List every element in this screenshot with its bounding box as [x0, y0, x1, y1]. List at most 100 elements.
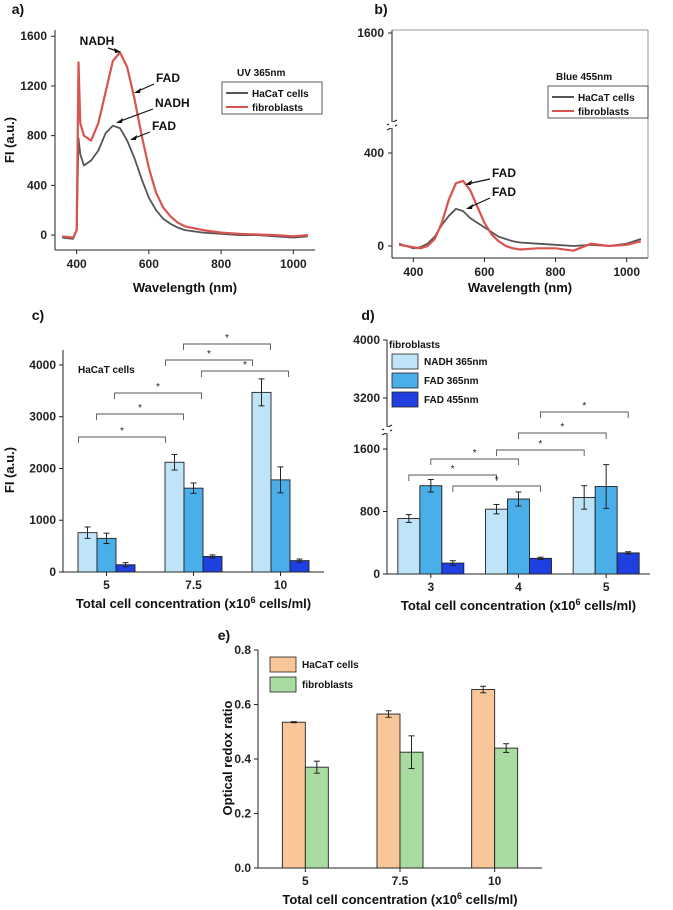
significance-star: *: [451, 464, 455, 475]
significance-star: *: [207, 349, 211, 360]
bar: [485, 508, 508, 575]
series-line-hacat-cells: [398, 207, 642, 250]
legend-entry: FAD 365nm: [424, 376, 479, 387]
x-axis-label: Total cell concentration (x106 cells/ml): [401, 597, 636, 613]
x-axis-label-text: cells/ml): [580, 598, 636, 613]
y-tick-label: 0.0: [234, 861, 251, 875]
y-tick-label: 4000: [29, 358, 56, 372]
axis-break-gap: [389, 122, 395, 128]
x-tick-label: 10: [488, 874, 502, 888]
significance-bracket: [201, 370, 289, 377]
bar: [251, 391, 272, 573]
annotation-arrowhead: [134, 88, 141, 93]
y-tick-label: 1600: [20, 29, 47, 43]
x-tick-label: 4: [515, 580, 522, 594]
series-line-fibroblasts: [398, 179, 642, 252]
x-axis-label-text: Total cell concentration (x10: [401, 598, 576, 613]
x-tick-label: 1000: [613, 265, 640, 279]
significance-bracket: [165, 359, 253, 366]
legend-entry: FAD 455nm: [424, 395, 479, 406]
x-axis-label-superscript: 6: [575, 597, 580, 607]
legend-box: [221, 81, 323, 115]
x-axis-label-text: cells/ml): [462, 892, 518, 907]
significance-star: *: [473, 448, 477, 459]
x-axis-label: Total cell concentration (x106 cells/ml): [76, 595, 311, 611]
significance-bracket: [518, 432, 607, 439]
bar: [304, 766, 329, 869]
y-tick-label: 0: [49, 565, 56, 579]
legend-swatch: [391, 372, 419, 389]
significance-star: *: [225, 333, 229, 344]
significance-bracket: [114, 392, 202, 399]
legend-title: Blue 455nm: [556, 72, 612, 83]
annotation-arrowhead: [114, 48, 121, 53]
panel-label: c): [32, 307, 44, 323]
bar: [270, 479, 291, 573]
annotation-arrowhead: [116, 118, 123, 123]
y-tick-label: 0.2: [234, 807, 251, 821]
x-axis-label-text: Total cell concentration (x10: [282, 892, 457, 907]
annotation-fad: FAD: [492, 185, 516, 199]
y-axis-label: FI (a.u.): [2, 447, 17, 493]
significance-bracket: [78, 436, 166, 443]
significance-star: *: [560, 422, 564, 433]
significance-star: *: [582, 401, 586, 412]
y-tick-label: 3000: [29, 410, 56, 424]
bar: [419, 485, 443, 575]
legend-entry: HaCaT cells: [578, 93, 635, 104]
annotation-nadh: NADH: [155, 96, 190, 110]
x-axis-label-superscript: 6: [250, 595, 255, 605]
legend-entry: NADH 365nm: [424, 357, 487, 368]
significance-bracket: [452, 485, 541, 492]
x-tick-label: 400: [67, 257, 87, 271]
x-tick-label: 10: [274, 578, 288, 592]
chart-title: HaCaT cells: [78, 365, 135, 376]
legend-entry: fibroblasts: [252, 103, 304, 114]
bar: [529, 557, 552, 575]
y-tick-label: 800: [360, 505, 380, 519]
significance-star: *: [495, 475, 499, 486]
x-tick-label: 5: [603, 580, 610, 594]
significance-star: *: [156, 382, 160, 393]
y-tick-label: 0.4: [234, 752, 251, 766]
annotation-fad: FAD: [156, 71, 180, 85]
x-axis-label-text: cells/ml): [255, 596, 311, 611]
annotation-arrow: [117, 108, 154, 123]
bar: [616, 552, 640, 575]
bar: [397, 518, 421, 575]
bar: [183, 487, 204, 573]
y-axis-label: Optical redox ratio: [220, 701, 235, 816]
x-tick-label: 1000: [280, 257, 307, 271]
significance-star: *: [538, 439, 542, 450]
series-line-fibroblasts: [62, 51, 308, 239]
x-tick-label: 5: [302, 874, 309, 888]
bar: [507, 498, 530, 575]
significance-star: *: [243, 360, 247, 371]
y-tick-label: 4000: [353, 333, 380, 347]
x-axis-label-text: Total cell concentration (x10: [76, 596, 251, 611]
bar: [399, 751, 424, 869]
legend-title: fibroblasts: [389, 340, 441, 351]
y-tick-label: 800: [27, 129, 47, 143]
legend-entry: fibroblasts: [302, 680, 354, 691]
y-tick-label: 0: [377, 239, 384, 253]
x-tick-label: 800: [211, 257, 231, 271]
x-axis-label: Wavelength (nm): [133, 280, 237, 295]
annotation-arrowhead: [130, 135, 137, 140]
bar: [281, 721, 306, 869]
panel-label: e): [218, 627, 230, 643]
axis-break-gap: [384, 427, 390, 433]
significance-star: *: [120, 426, 124, 437]
y-tick-label: 0: [373, 567, 380, 581]
legend-entry: HaCaT cells: [302, 660, 359, 671]
annotation-nadh: NADH: [80, 34, 115, 48]
legend-title: UV 365nm: [237, 68, 285, 79]
bar: [471, 689, 496, 869]
significance-bracket: [540, 411, 629, 418]
significance-bracket: [96, 413, 184, 420]
bar: [202, 556, 223, 573]
annotation-arrowhead: [466, 204, 473, 209]
y-tick-label: 400: [27, 178, 47, 192]
y-tick-label: 1000: [29, 513, 56, 527]
